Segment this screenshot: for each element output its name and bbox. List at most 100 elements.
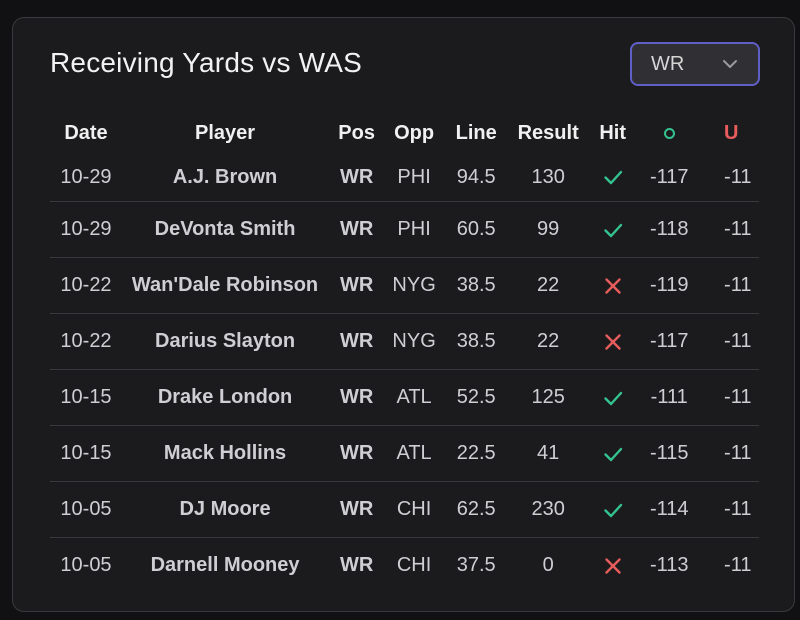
cell-under: -11: [724, 554, 752, 576]
cell-player: DeVonta Smith: [121, 201, 329, 258]
check-icon: [602, 166, 624, 188]
cell-over: -119: [638, 257, 701, 314]
col-header-date[interactable]: Date: [64, 121, 108, 144]
cell-hit: [586, 201, 639, 258]
cell-hit: [586, 369, 639, 426]
cell-pos: WR: [328, 313, 386, 370]
col-header-player[interactable]: Player: [195, 121, 256, 144]
position-filter-dropdown[interactable]: WR: [630, 42, 760, 86]
cell-result: 125: [509, 369, 587, 426]
cell-opp: ATL: [385, 369, 444, 426]
cell-date: 10-15: [50, 425, 122, 482]
cell-over: -114: [638, 481, 701, 538]
cell-result: 0: [542, 554, 554, 576]
cell-pos: WR: [339, 554, 374, 576]
cell-line: 52.5: [443, 369, 510, 426]
cell-pos: WR: [328, 153, 386, 202]
table-scroll-area[interactable]: Date Player Pos Opp Line Result Hit U 10…: [13, 18, 759, 611]
cell-line: 37.5: [456, 554, 496, 576]
cell-result: 22: [509, 257, 587, 314]
cell-over: -118: [638, 201, 701, 258]
cell-under: -11: [700, 257, 759, 314]
cell-pos: WR: [328, 201, 386, 258]
page-title: Receiving Yards vs WAS: [50, 47, 362, 78]
table-row[interactable]: 10-29 A.J. Brown WR PHI 94.5 130 -117 -11: [50, 153, 759, 202]
cell-player: Darius Slayton: [121, 313, 329, 370]
cell-pos: WR: [328, 481, 386, 538]
cell-under: -11: [700, 201, 759, 258]
props-card: Receiving Yards vs WAS WR Date P: [12, 17, 795, 612]
chevron-down-icon: [723, 60, 737, 68]
cell-date: 10-05: [60, 554, 112, 576]
cell-over: -111: [638, 369, 701, 426]
cell-hit: [587, 538, 638, 594]
col-header-line[interactable]: Line: [455, 121, 497, 144]
cell-hit: [586, 153, 639, 202]
check-icon: [602, 442, 624, 464]
cell-opp: PHI: [385, 153, 444, 202]
cell-player: Drake London: [121, 369, 329, 426]
cell-opp: CHI: [396, 554, 432, 576]
cell-date: 10-15: [50, 369, 122, 426]
position-filter-value: WR: [651, 52, 685, 75]
x-icon: [602, 554, 624, 576]
col-header-opp[interactable]: Opp: [394, 121, 435, 144]
over-circle-icon: [663, 127, 675, 139]
table-row[interactable]: 10-29 DeVonta Smith WR PHI 60.5 99 -118 -11: [50, 201, 759, 258]
cell-line: 60.5: [443, 201, 510, 258]
table-row[interactable]: 10-22 Wan'Dale Robinson WR NYG 38.5 22 -119 -11: [50, 257, 759, 314]
cell-over: -113: [649, 554, 689, 576]
cell-opp: CHI: [385, 481, 444, 538]
col-header-pos[interactable]: Pos: [338, 121, 375, 144]
col-header-result[interactable]: Result: [517, 121, 579, 144]
cell-hit: [586, 481, 639, 538]
cell-line: 62.5: [443, 481, 510, 538]
table-header-row: Date Player Pos Opp Line Result Hit U: [50, 113, 759, 153]
cell-pos: WR: [328, 257, 386, 314]
cell-date: 10-22: [50, 257, 122, 314]
cell-player: Darnell Mooney: [150, 554, 300, 576]
table-row[interactable]: 10-15 Mack Hollins WR ATL 22.5 41 -115 -11: [50, 425, 759, 482]
table-row[interactable]: 10-22 Darius Slayton WR NYG 38.5 22 -117 -11: [50, 313, 759, 370]
cell-date: 10-05: [50, 481, 122, 538]
cell-under: -11: [700, 481, 759, 538]
props-table: Date Player Pos Opp Line Result Hit U 10…: [50, 113, 759, 593]
table-row[interactable]: 10-05 DJ Moore WR CHI 62.5 230 -114 -11: [50, 481, 759, 538]
check-icon: [602, 498, 624, 520]
cell-under: -11: [700, 369, 759, 426]
col-header-hit[interactable]: Hit: [599, 121, 627, 144]
cell-result: 230: [509, 481, 587, 538]
cell-player: Mack Hollins: [121, 425, 329, 482]
cell-line: 38.5: [443, 313, 510, 370]
cell-line: 22.5: [443, 425, 510, 482]
cell-result: 99: [509, 201, 587, 258]
cell-result: 41: [509, 425, 587, 482]
col-header-under-label: U: [724, 121, 739, 144]
cell-under: -11: [700, 425, 759, 482]
cell-over: -117: [638, 153, 701, 202]
cell-pos: WR: [328, 425, 386, 482]
table-row[interactable]: 10-15 Drake London WR ATL 52.5 125 -111 -11: [50, 369, 759, 426]
cell-player: DJ Moore: [121, 481, 329, 538]
cell-result: 130: [509, 153, 587, 202]
cell-line: 38.5: [443, 257, 510, 314]
cell-date: 10-29: [50, 201, 122, 258]
cell-opp: PHI: [385, 201, 444, 258]
check-icon: [602, 386, 624, 408]
cell-over: -115: [638, 425, 701, 482]
cell-line: 94.5: [443, 153, 510, 202]
cell-under: -11: [700, 153, 759, 202]
cell-player: Wan'Dale Robinson: [121, 257, 329, 314]
x-icon: [602, 330, 624, 352]
cell-hit: [586, 425, 639, 482]
cell-opp: NYG: [385, 257, 444, 314]
cell-result: 22: [509, 313, 587, 370]
cell-date: 10-22: [50, 313, 122, 370]
col-header-over[interactable]: [638, 113, 700, 153]
table-row[interactable]: 10-05 Darnell Mooney WR CHI 37.5 0 -113 -11: [50, 538, 759, 594]
cell-opp: ATL: [385, 425, 444, 482]
check-icon: [602, 218, 624, 240]
x-icon: [602, 274, 624, 296]
cell-opp: NYG: [385, 313, 444, 370]
col-header-under[interactable]: U: [700, 113, 759, 153]
